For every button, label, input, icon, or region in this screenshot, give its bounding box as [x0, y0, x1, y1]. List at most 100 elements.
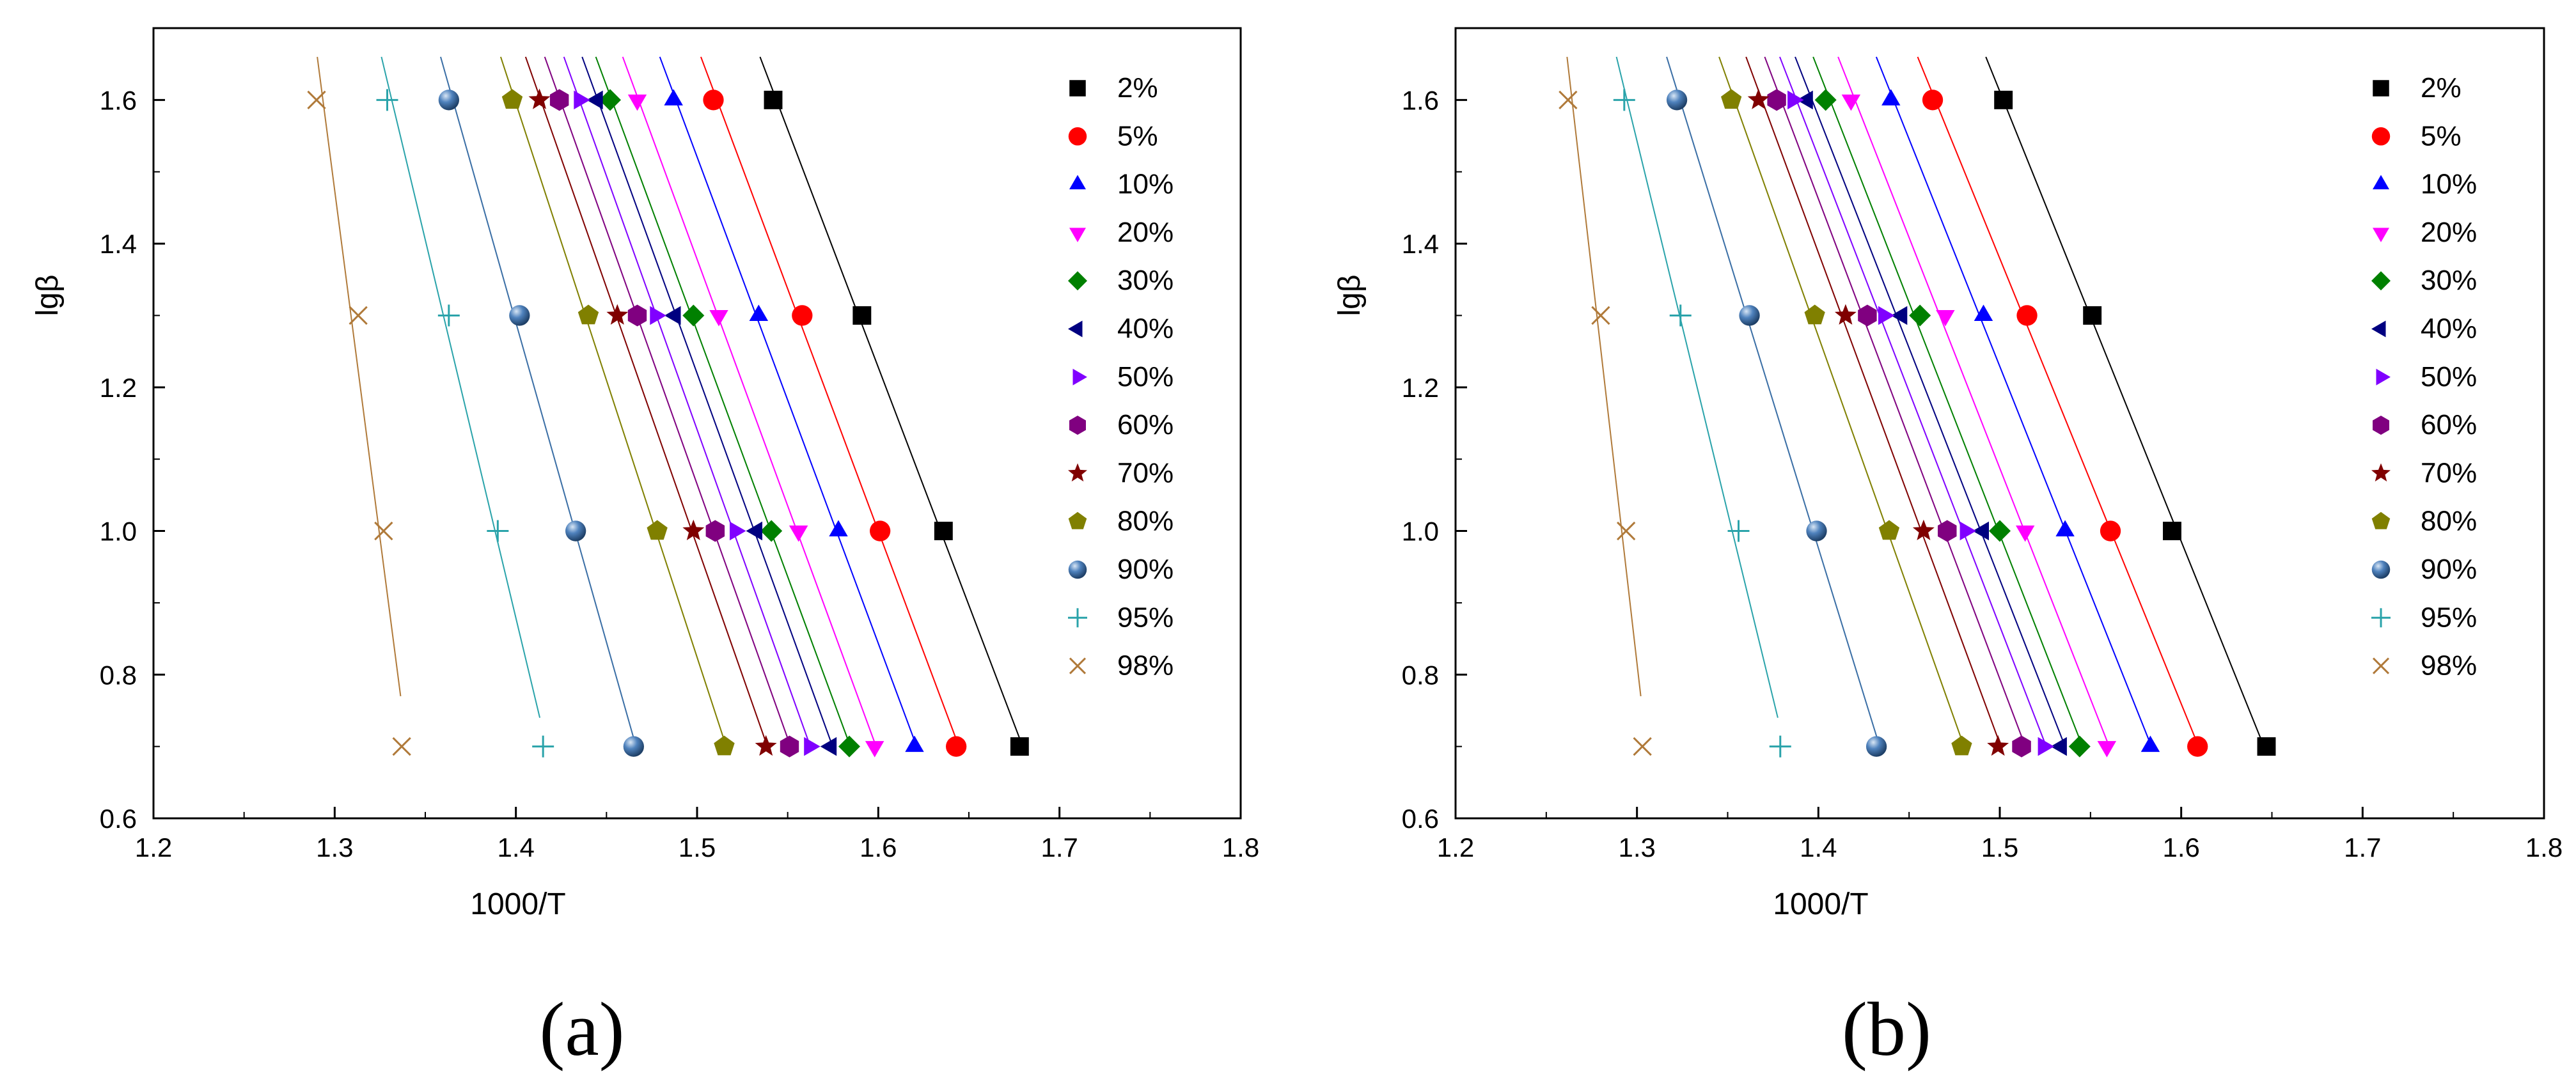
legend-entry: 10%	[1069, 169, 1174, 200]
data-point	[2055, 520, 2075, 536]
chart-panel-b: 1.2 1.3 1.4 1.5 1.6 1.7 1.8 0.6 0.8 1.0 1.2 1.4 1.6 1…	[1333, 27, 2563, 1071]
fit-line	[544, 56, 792, 747]
fit-line	[595, 56, 851, 747]
x-tick-label: 1.8	[2525, 832, 2563, 862]
data-point	[664, 306, 681, 325]
data-point	[1936, 310, 1955, 327]
x-tick-label: 1.6	[2162, 832, 2199, 862]
series-70pct	[524, 56, 777, 756]
y-tick-label: 0.6	[100, 804, 137, 834]
data-point	[749, 304, 769, 321]
series-90pct	[1666, 56, 1887, 757]
data-point	[1834, 304, 1857, 325]
y-tick-label: 1.0	[1402, 517, 1439, 547]
data-point	[2257, 737, 2276, 756]
data-point	[934, 522, 953, 540]
x-tick-label: 1.4	[497, 832, 534, 862]
legend-marker	[1068, 463, 1087, 482]
data-point	[1987, 735, 2009, 756]
legend-marker	[1069, 228, 1086, 242]
data-point	[532, 735, 554, 758]
data-point	[865, 741, 884, 758]
fit-line	[622, 56, 877, 747]
legend-marker	[2371, 320, 2386, 338]
fit-line	[499, 56, 727, 747]
series-80pct	[499, 56, 735, 756]
data-point	[2187, 736, 2208, 757]
series-95pct	[376, 56, 554, 758]
legend-label: 98%	[2421, 650, 2477, 682]
legend-entry: 2%	[2373, 72, 2462, 104]
legend-entry: 70%	[1068, 457, 1174, 488]
legend-marker	[1068, 511, 1087, 529]
fit-line	[440, 56, 637, 747]
y-tick-label: 1.2	[1402, 373, 1439, 403]
fit-line	[1764, 56, 2026, 747]
fit-line	[581, 56, 833, 747]
data-point	[2016, 526, 2035, 542]
y-tick-label: 1.0	[100, 517, 137, 547]
legend-label: 60%	[2421, 409, 2477, 440]
series-2pct	[1985, 56, 2276, 756]
legend-label: 50%	[2421, 361, 2477, 393]
legend-marker	[2371, 560, 2391, 579]
fit-line	[1615, 56, 1779, 718]
series-98pct	[307, 56, 411, 756]
series-5pct	[1917, 56, 2208, 757]
data-point	[509, 305, 530, 326]
legend-label: 5%	[1117, 120, 1158, 152]
legend-entry: 50%	[1072, 361, 1174, 393]
data-point	[820, 736, 837, 756]
legend-marker	[2371, 463, 2391, 482]
legend-label: 95%	[1117, 602, 1174, 633]
data-point	[789, 526, 808, 542]
legend-marker	[1068, 320, 1083, 338]
fit-line	[1812, 56, 2084, 747]
legend-label: 10%	[1117, 169, 1174, 200]
legend-marker	[2376, 368, 2391, 386]
data-point	[1669, 304, 1692, 327]
fit-line	[1566, 56, 1642, 697]
data-point	[2100, 520, 2121, 542]
legend-marker	[1069, 80, 1086, 97]
data-point	[501, 89, 523, 109]
series-2pct	[759, 56, 1029, 756]
legend-label: 70%	[1117, 457, 1174, 488]
series-50pct	[1779, 56, 2055, 756]
fit-line	[700, 56, 960, 747]
y-tick-label: 1.4	[1402, 229, 1439, 259]
legend-entry: 40%	[1068, 313, 1174, 345]
y-tick-label: 1.4	[100, 229, 137, 259]
data-point	[1989, 520, 2011, 542]
data-point	[577, 304, 599, 325]
legend-marker	[2373, 175, 2389, 190]
legend-marker	[2373, 416, 2389, 435]
data-point	[623, 736, 644, 757]
x-tick-label: 1.7	[2344, 832, 2381, 862]
data-point	[438, 90, 459, 111]
data-point	[682, 304, 705, 327]
legend-label: 90%	[1117, 554, 1174, 585]
legend-entry: 60%	[1069, 409, 1174, 440]
data-point	[650, 306, 666, 325]
data-point	[1633, 736, 1652, 756]
fit-line	[1875, 56, 2153, 747]
y-tick-label: 0.8	[100, 660, 137, 690]
data-point	[2038, 736, 2055, 756]
legend-label: 98%	[1117, 650, 1174, 682]
data-point	[1909, 304, 1931, 327]
series-10pct	[1875, 56, 2160, 752]
data-point	[599, 89, 621, 111]
legend-marker	[2371, 271, 2391, 291]
panel-label: (a)	[539, 986, 624, 1071]
data-point	[1787, 90, 1804, 110]
y-tick-label: 1.2	[100, 373, 137, 403]
data-point	[349, 306, 368, 325]
data-point	[946, 736, 967, 757]
chart-panel-a: 1.2 1.3 1.4 1.5 1.6 1.7 1.8 0.6 0.8 1.0 1.2 1.4 1.6 1…	[31, 27, 1259, 1071]
legend-marker	[2372, 657, 2390, 674]
data-point	[1974, 304, 1993, 321]
data-point	[606, 304, 629, 325]
series-70pct	[1745, 56, 2009, 756]
series-5pct	[700, 56, 967, 757]
